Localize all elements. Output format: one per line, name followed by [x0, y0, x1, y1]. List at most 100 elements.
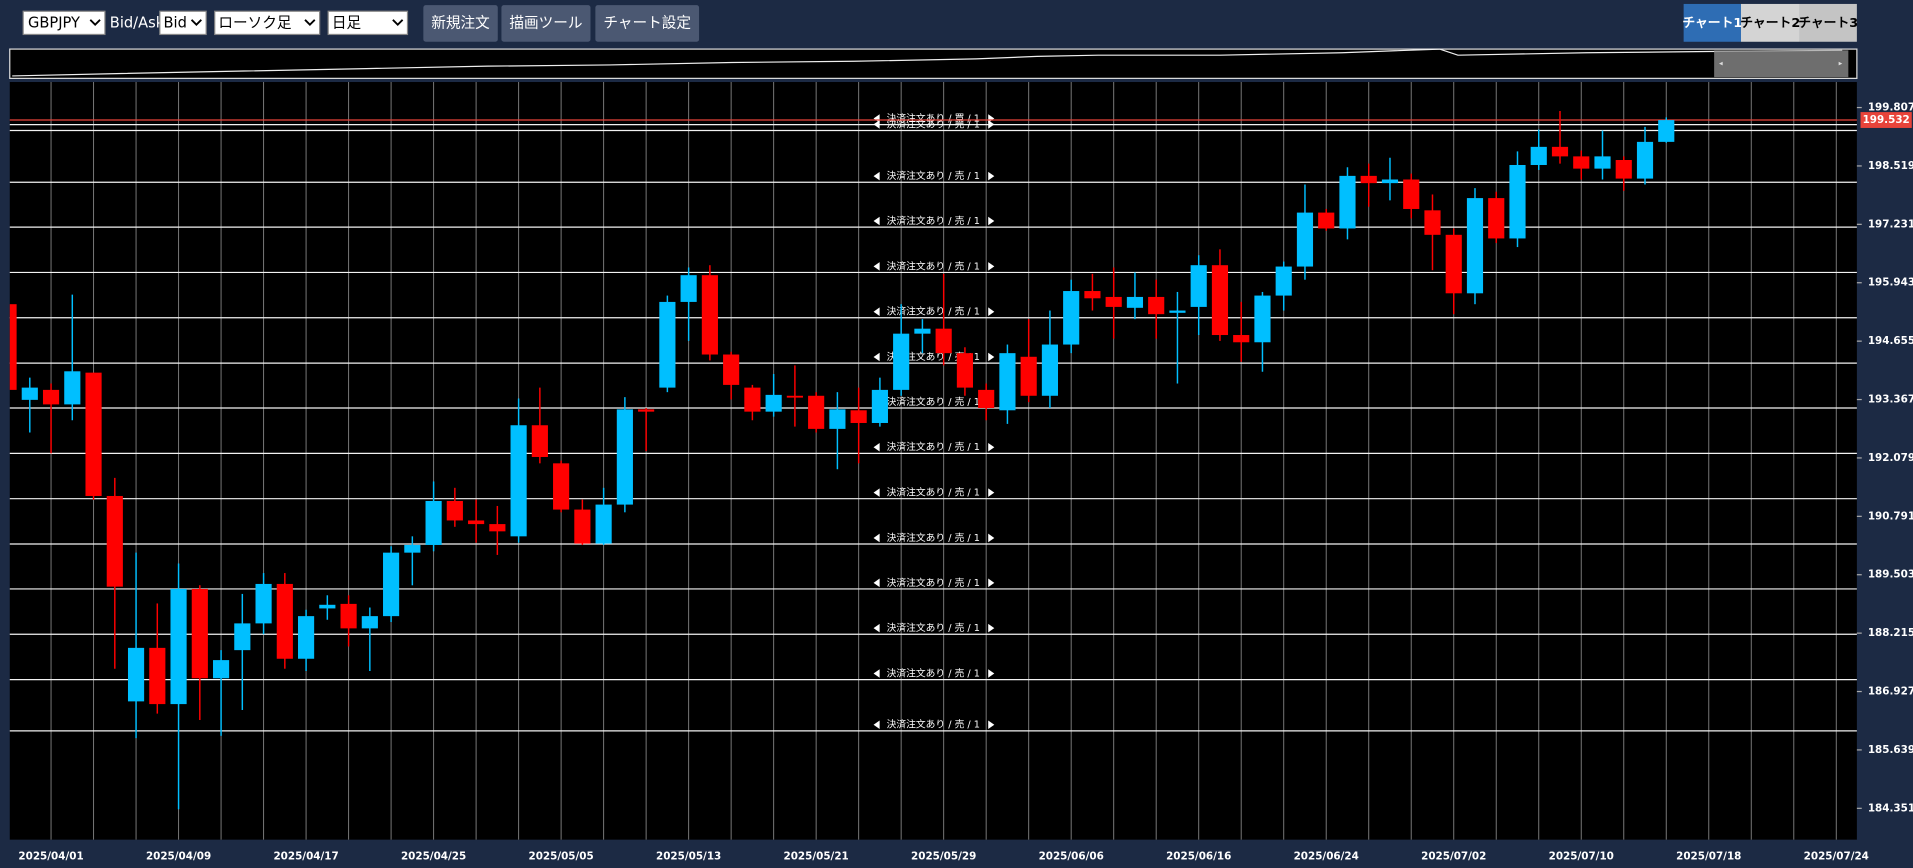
y-tick-label: 197.231	[1868, 218, 1913, 230]
button-text: 新規注文	[431, 14, 490, 31]
candle-body	[85, 372, 102, 496]
candle-body	[531, 425, 548, 457]
y-tick-label: 189.503	[1868, 569, 1913, 581]
candle-body	[276, 583, 293, 659]
candle-body	[1126, 296, 1144, 308]
navigator[interactable]: ◂ ▸	[9, 48, 1858, 79]
candle-body	[149, 647, 166, 705]
order-arrow-right	[988, 442, 995, 452]
order-arrow-right	[988, 720, 995, 730]
candle-body	[127, 647, 145, 702]
order-arrow-right	[988, 488, 995, 497]
order-label: 決済注文あり / 売 / 1	[887, 531, 980, 544]
candle-body	[1084, 291, 1101, 299]
candle-body	[1105, 296, 1122, 307]
chart-settings-button[interactable]: チャート設定	[595, 5, 700, 42]
order-label: 決済注文あり / 売 / 1	[887, 214, 980, 227]
order-label: 決済注文あり / 売 / 1	[887, 259, 980, 272]
candle-body	[1233, 335, 1250, 343]
select-text: Bid	[163, 14, 186, 31]
symbol-select[interactable]: GBPJPY	[22, 10, 106, 36]
chevron	[392, 19, 404, 26]
y-tick-label: 194.655	[1868, 335, 1913, 347]
button-box	[423, 5, 498, 42]
x-tick-label: 2025/06/24	[1294, 851, 1359, 863]
tab-text: チャート2	[1740, 16, 1800, 31]
order-arrow-right	[988, 307, 995, 316]
candle-body	[1636, 141, 1654, 179]
order-arrow-left	[873, 533, 880, 543]
candle-body	[871, 389, 888, 423]
order-label: 決済注文あり / 売 / 1	[887, 486, 980, 499]
x-tick-label: 2025/07/24	[1804, 851, 1869, 863]
chart-tab[interactable]: チャート2	[1740, 3, 1800, 42]
candle-body	[956, 353, 973, 388]
y-tick-label: 190.791	[1868, 510, 1913, 522]
price-label: 199.532	[1863, 114, 1910, 126]
candle-body	[468, 520, 485, 525]
candle-body	[723, 354, 740, 385]
new-order-button[interactable]: 新規注文	[423, 5, 498, 42]
candle-body	[1063, 291, 1080, 345]
order-arrow-right	[988, 171, 995, 181]
candle-body	[319, 604, 336, 609]
order-arrow-right	[988, 578, 995, 588]
order-label: 決済注文あり / 売 / 1	[887, 169, 980, 182]
candle-body	[383, 552, 400, 617]
y-tick-label: 195.943	[1868, 277, 1913, 289]
chevron	[304, 19, 316, 26]
order-arrow-left	[873, 623, 880, 633]
order-arrow-right	[988, 216, 995, 226]
y-tick-label: 192.079	[1868, 452, 1913, 464]
candle-body	[893, 333, 910, 390]
button-box	[595, 5, 700, 42]
plot: 2025/04/01 2025/04/09 2025/04/17 2025/04/25…	[9, 82, 1913, 863]
order-label: 決済注文あり / 売 / 1	[887, 440, 980, 453]
candle-body	[340, 603, 357, 629]
order-label: 決済注文あり / 買 / 1	[887, 112, 980, 125]
chevron	[190, 19, 202, 26]
button-text: 描画ツール	[509, 14, 582, 31]
x-tick-label: 2025/04/17	[273, 851, 338, 863]
candle-body	[829, 409, 846, 429]
order-arrow-left	[873, 114, 880, 123]
order-arrow-left	[873, 216, 880, 226]
candle-body	[446, 500, 463, 521]
order-arrow-right	[988, 669, 995, 678]
order-arrow-left	[873, 120, 880, 129]
order-arrow-left	[873, 171, 880, 181]
candle-body	[574, 509, 591, 544]
chart-tab[interactable]: チャート3	[1798, 3, 1858, 42]
order-arrow-left	[873, 488, 880, 497]
tab-box	[1683, 3, 1741, 42]
bid-ask-select[interactable]: Bid	[159, 10, 207, 36]
period-select[interactable]: 日足	[327, 10, 409, 36]
drawing-tool-button[interactable]: 描画ツール	[501, 5, 591, 42]
candle-body	[638, 409, 655, 412]
select-text: GBPJPY	[28, 14, 80, 31]
order-arrow-left	[873, 578, 880, 588]
order-label: 決済注文あり / 売 / 1	[887, 718, 980, 731]
x-tick-label: 2025/04/09	[146, 851, 211, 863]
x-tick-label: 2025/05/13	[656, 851, 721, 863]
order-arrow-left	[873, 669, 880, 678]
chart-type-select[interactable]: ローソク足	[214, 10, 321, 36]
navigator-box	[9, 48, 1858, 79]
x-tick-label: 2025/05/29	[911, 851, 976, 863]
candle-body	[999, 353, 1016, 411]
candle-body	[21, 387, 38, 400]
candle-body	[1530, 146, 1547, 165]
tab-text: チャート1	[1682, 16, 1742, 31]
candle-body	[978, 389, 995, 409]
order-arrow-right	[988, 114, 995, 123]
candle-body	[786, 395, 803, 398]
candle-body	[808, 395, 825, 429]
candle-body	[9, 304, 17, 390]
order-label: 決済注文あり / 売 / 1	[887, 350, 980, 363]
button-text: チャート設定	[603, 14, 691, 31]
chart-tab[interactable]: チャート1	[1682, 3, 1742, 42]
navigator-arrow: ▸	[1839, 59, 1843, 68]
order-arrow-right	[988, 533, 995, 543]
